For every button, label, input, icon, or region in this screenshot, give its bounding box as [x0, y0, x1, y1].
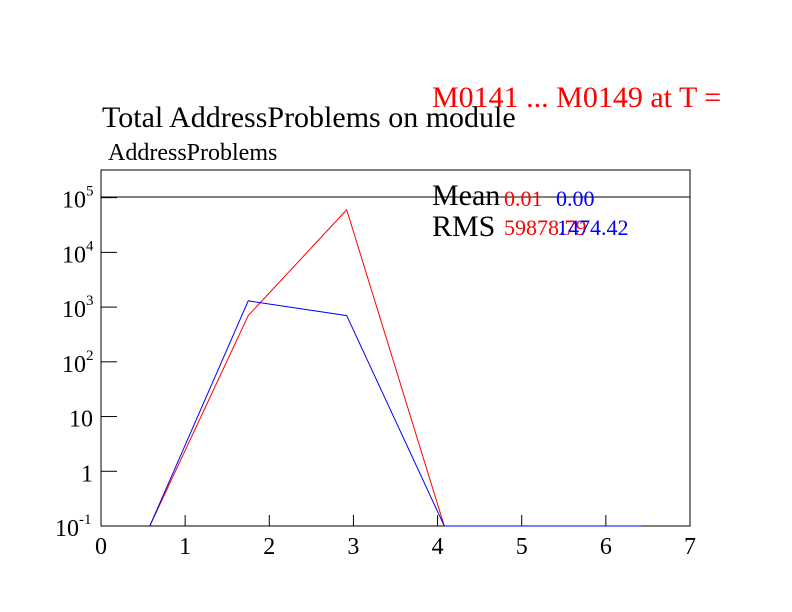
y-axis-title: AddressProblems: [108, 140, 277, 166]
series-line: [149, 208, 642, 527]
y-tick-label: 1: [81, 461, 93, 487]
stats-value: 1474.42: [557, 215, 629, 240]
y-tick-exponent: 2: [86, 348, 94, 364]
y-tick-label: 10: [69, 407, 93, 433]
x-tick-label: 2: [263, 534, 275, 560]
series-line: [149, 300, 642, 527]
x-tick-label: 6: [600, 534, 612, 560]
y-tick-exponent: 3: [86, 293, 94, 309]
stats-value: 0.00: [556, 186, 595, 211]
x-tick-label: 7: [684, 534, 696, 560]
header: M0141 ... M0149 at T =: [432, 81, 721, 114]
y-tick-exponent: 5: [86, 184, 94, 200]
y-tick-exponent: -1: [79, 512, 92, 528]
stats-label: Mean: [432, 179, 500, 212]
y-tick-exponent: 4: [86, 238, 94, 254]
x-tick-label: 0: [95, 534, 107, 560]
y-tick-label: 10: [62, 188, 86, 214]
stats-label: RMS: [432, 210, 495, 243]
x-tick-label: 5: [516, 534, 528, 560]
stats-value: 0.01: [504, 186, 543, 211]
x-tick-label: 1: [179, 534, 191, 560]
y-tick-label: 10: [55, 516, 79, 542]
x-tick-label: 4: [432, 534, 444, 560]
chart-title: Total AddressProblems on module: [102, 101, 516, 134]
y-tick-label: 10: [62, 297, 86, 323]
y-tick-label: 10: [62, 242, 86, 268]
x-tick-label: 3: [347, 534, 359, 560]
y-tick-label: 10: [62, 352, 86, 378]
plot-frame: [100, 169, 691, 527]
stats-value: 59878.79: [504, 215, 587, 240]
